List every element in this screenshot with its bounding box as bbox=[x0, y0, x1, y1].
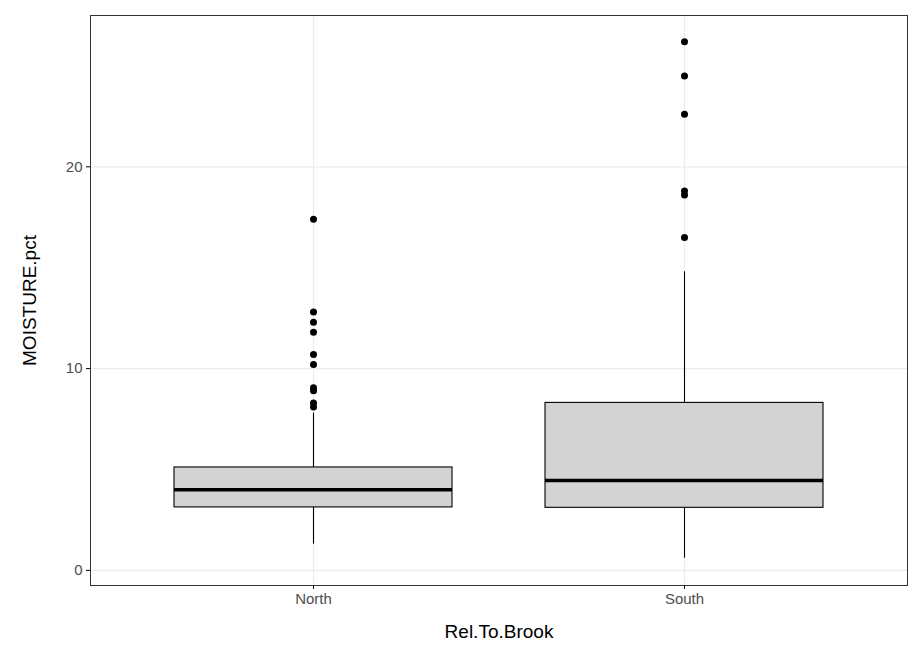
svg-text:10: 10 bbox=[66, 359, 83, 376]
svg-text:Rel.To.Brook: Rel.To.Brook bbox=[445, 621, 554, 642]
svg-text:20: 20 bbox=[66, 158, 83, 175]
svg-text:North: North bbox=[295, 590, 332, 607]
svg-text:MOISTURE.pct: MOISTURE.pct bbox=[19, 234, 40, 366]
svg-text:0: 0 bbox=[74, 561, 82, 578]
svg-text:South: South bbox=[665, 590, 704, 607]
